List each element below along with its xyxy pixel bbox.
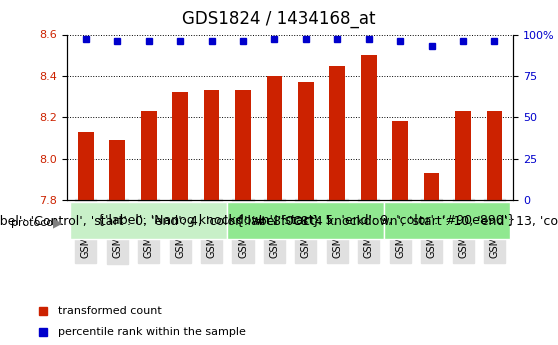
Bar (487, 111, 502, 200)
Bar (141, 111, 157, 200)
Text: GDS1824 / 1434168_at: GDS1824 / 1434168_at (182, 10, 376, 28)
FancyBboxPatch shape (70, 202, 227, 239)
FancyBboxPatch shape (384, 202, 510, 239)
Bar (424, 173, 440, 200)
Bar (109, 140, 125, 200)
Text: ▶: ▶ (53, 216, 62, 229)
Text: {'label': 'Control', 'start': 0, 'end': 4, 'color': '#c8f0c8'}: {'label': 'Control', 'start': 0, 'end': … (0, 214, 320, 227)
Bar (361, 55, 377, 200)
Bar (267, 76, 282, 200)
Bar (329, 66, 345, 200)
Text: {'label': 'Nanog knockdown', 'start': 5, 'end': 9, 'color': '#90e890'}: {'label': 'Nanog knockdown', 'start': 5,… (97, 214, 515, 227)
Bar (204, 90, 219, 200)
Bar (78, 132, 94, 200)
Text: protocol: protocol (11, 218, 56, 227)
Text: {'label': 'Oct4 knockdown', 'start': 10, 'end': 13, 'color': '#90e890'}: {'label': 'Oct4 knockdown', 'start': 10,… (236, 214, 558, 227)
Bar (392, 121, 408, 200)
Bar (172, 92, 188, 200)
Bar (235, 90, 251, 200)
FancyBboxPatch shape (227, 202, 384, 239)
Bar (455, 111, 471, 200)
Text: percentile rank within the sample: percentile rank within the sample (58, 327, 246, 337)
Text: transformed count: transformed count (58, 306, 162, 316)
Bar (298, 82, 314, 200)
